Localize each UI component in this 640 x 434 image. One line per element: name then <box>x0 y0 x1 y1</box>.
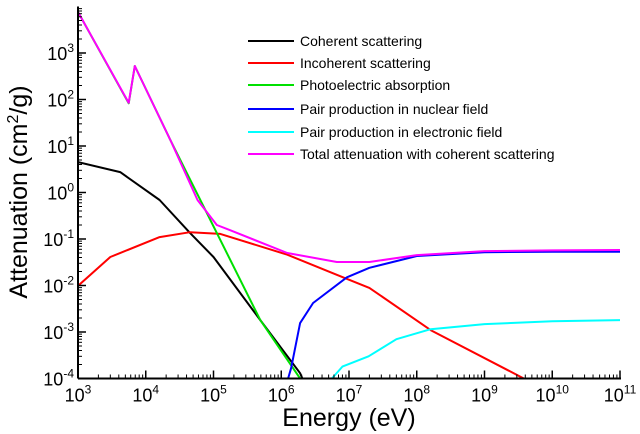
x-tick-label: 1011 <box>604 383 637 406</box>
y-tick-label: 10-1 <box>43 227 74 250</box>
legend-label-5: Pair production in electronic field <box>300 124 502 140</box>
series-line-6 <box>78 11 620 263</box>
x-tick-exp: 8 <box>423 383 430 397</box>
x-tick-base: 10 <box>471 386 491 406</box>
x-tick-base: 10 <box>132 386 152 406</box>
x-tick-label: 106 <box>268 383 295 406</box>
y-tick-label: 101 <box>47 134 74 157</box>
x-tick-base: 10 <box>536 386 556 406</box>
y-tick-base: 10 <box>43 370 63 390</box>
y-tick-exp: 0 <box>67 181 74 195</box>
x-tick-exp: 7 <box>356 383 363 397</box>
y-tick-label: 103 <box>47 41 74 64</box>
y-tick-label: 10-2 <box>43 274 74 297</box>
y-tick-base: 10 <box>43 277 63 297</box>
curves <box>78 11 620 379</box>
x-tick-label: 108 <box>403 383 430 406</box>
x-tick-label: 107 <box>336 383 363 406</box>
series-line-4 <box>287 250 620 379</box>
x-tick-exp: 9 <box>491 383 498 397</box>
legend-label-6: Total attenuation with coherent scatteri… <box>300 146 555 162</box>
y-tick-label: 100 <box>47 181 74 204</box>
y-axis-label: Attenuation (cm2/g) <box>5 85 33 298</box>
y-tick-base: 10 <box>43 230 63 250</box>
series-line-3 <box>78 11 301 379</box>
legend-label-4: Pair production in nuclear field <box>300 101 488 117</box>
y-axis-label-main: Attenuation (cm <box>5 124 33 299</box>
x-tick-exp: 5 <box>220 383 227 397</box>
x-tick-exp: 6 <box>288 383 295 397</box>
y-tick-exp: 2 <box>67 88 74 102</box>
x-tick-base: 10 <box>604 386 624 406</box>
y-tick-label: 10-3 <box>43 320 74 343</box>
x-tick-base: 10 <box>200 386 220 406</box>
legend-label-3: Photoelectric absorption <box>300 77 450 93</box>
x-tick-exp: 11 <box>624 383 637 397</box>
legend: Coherent scattering Incoherent scattering… <box>248 33 555 162</box>
series-line-2 <box>78 231 525 379</box>
y-axis-label-tail: /g) <box>5 85 33 114</box>
y-tick-exp: -1 <box>63 227 74 241</box>
x-tick-base: 10 <box>403 386 423 406</box>
y-axis-label-sup: 2 <box>5 115 22 124</box>
series-line-1 <box>78 161 304 379</box>
y-tick-base: 10 <box>47 184 67 204</box>
y-tick-base: 10 <box>47 137 67 157</box>
y-tick-label: 10-4 <box>43 367 74 390</box>
x-tick-exp: 3 <box>85 383 92 397</box>
y-tick-exp: 3 <box>67 41 74 55</box>
x-axis-label: Energy (eV) <box>282 404 415 432</box>
y-tick-exp: -3 <box>63 320 74 334</box>
x-tick-label: 1010 <box>536 383 570 406</box>
x-tick-label: 105 <box>200 383 227 406</box>
series-line-5 <box>331 319 620 379</box>
legend-label-2: Incoherent scattering <box>300 55 431 71</box>
y-tick-exp: -4 <box>63 367 74 381</box>
y-tick-exp: -2 <box>63 274 74 288</box>
y-tick-exp: 1 <box>67 134 74 148</box>
y-tick-base: 10 <box>47 91 67 111</box>
x-tick-label: 109 <box>471 383 498 406</box>
x-tick-label: 104 <box>132 383 159 406</box>
x-tick-base: 10 <box>65 386 85 406</box>
x-tick-exp: 10 <box>556 383 570 397</box>
x-tick-exp: 4 <box>152 383 159 397</box>
y-tick-base: 10 <box>43 323 63 343</box>
y-tick-label: 102 <box>47 88 74 111</box>
legend-label-1: Coherent scattering <box>300 33 422 49</box>
x-tick-label: 103 <box>65 383 92 406</box>
x-tick-base: 10 <box>268 386 288 406</box>
x-tick-base: 10 <box>336 386 356 406</box>
axes: 103 104 105 106 107 108 109 1010 101110-410-310-… <box>43 6 637 406</box>
y-tick-base: 10 <box>47 44 67 64</box>
